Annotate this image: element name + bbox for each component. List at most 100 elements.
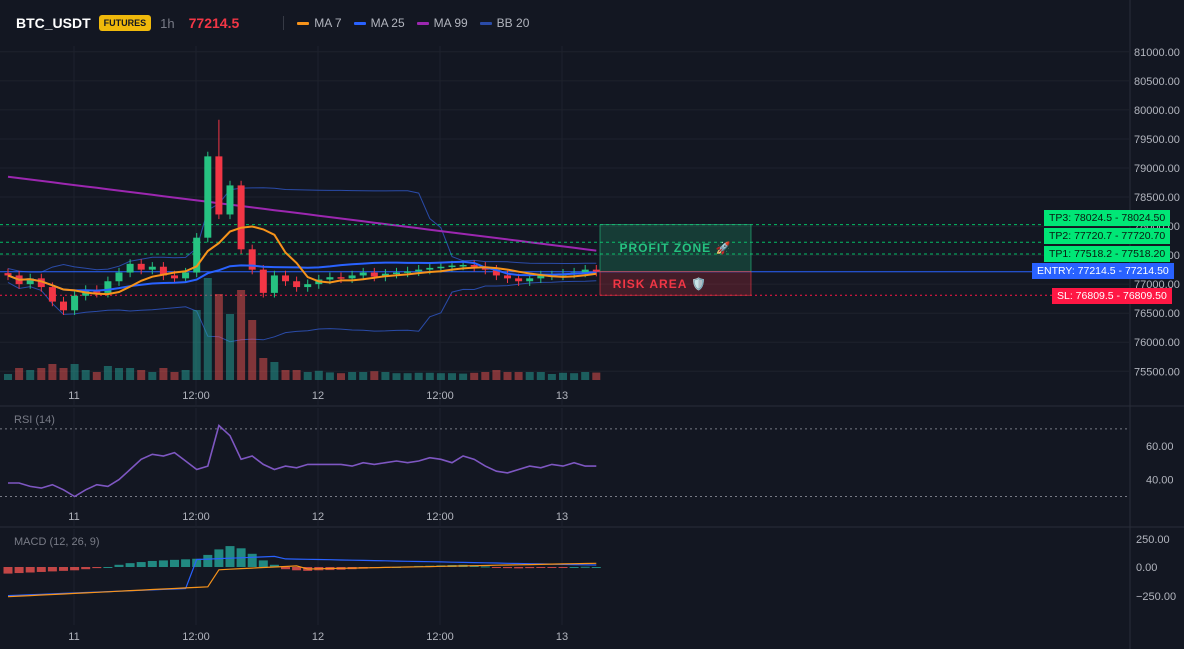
volume-bar	[414, 372, 423, 380]
macd-histogram-bar	[580, 566, 590, 568]
volume-bar	[203, 278, 212, 380]
volume-bar	[181, 370, 190, 380]
macd-histogram-bar	[59, 567, 68, 571]
volume-bar	[592, 372, 601, 380]
volume-bar	[436, 373, 445, 380]
volume-bar	[525, 372, 534, 380]
legend-bb20[interactable]: BB 20	[479, 16, 529, 30]
candle-body	[581, 269, 589, 273]
time-axis-macd-label: 12:00	[182, 631, 210, 643]
candle-body	[126, 263, 134, 273]
time-axis-main-label: 11	[68, 390, 79, 402]
price-axis-label: 80000.00	[1134, 105, 1180, 117]
volume-bar	[115, 368, 123, 380]
price-axis-label: 78500.00	[1134, 192, 1180, 204]
volume-bar	[81, 370, 90, 380]
candle-body	[182, 272, 190, 279]
legend-ma7-label: MA 7	[314, 16, 342, 30]
volume-bar	[226, 314, 234, 380]
volume-bar	[103, 366, 112, 380]
time-axis-main-label: 13	[556, 390, 568, 402]
last-price: 77214.5	[188, 15, 240, 31]
volume-bar	[425, 372, 434, 380]
macd-histogram-bar	[269, 564, 279, 567]
price-axis-label: 76000.00	[1134, 337, 1180, 349]
macd-histogram-bar	[536, 567, 546, 568]
candle-body	[304, 284, 312, 288]
macd-histogram-bar	[525, 567, 535, 569]
candle-body	[492, 269, 500, 276]
candle-body	[104, 281, 112, 293]
sl-tag[interactable]: SL: 76809.5 - 76809.50	[1052, 288, 1172, 304]
ma99-line	[7, 175, 597, 252]
legend-ma7[interactable]: MA 7	[297, 16, 342, 30]
volume-bar	[270, 362, 279, 380]
volume-bar	[547, 374, 556, 380]
macd-axis-label: −250.00	[1136, 591, 1176, 603]
macd-histogram-bar	[3, 567, 13, 574]
risk-zone	[599, 271, 752, 296]
macd-line	[7, 555, 597, 597]
tp1-tag[interactable]: TP1: 77518.2 - 77518.20	[1044, 246, 1171, 262]
macd-histogram-bar	[480, 566, 490, 568]
time-axis-macd-label: 12	[312, 631, 324, 643]
volume-bar	[337, 373, 345, 380]
macd-histogram-bar	[81, 567, 91, 570]
chart-header: BTC_USDT FUTURES 1h 77214.5 MA 7 MA 25 M…	[0, 0, 1130, 46]
entry-tag[interactable]: ENTRY: 77214.5 - 77214.50	[1032, 263, 1174, 279]
candle-body	[348, 275, 356, 279]
candle-body	[470, 264, 478, 267]
candle-body	[4, 273, 12, 276]
candle-body	[270, 275, 278, 293]
volume-bar	[148, 372, 157, 380]
legend-ma99[interactable]: MA 99	[416, 16, 468, 30]
volume-bar	[15, 368, 24, 380]
profit-zone-label: PROFIT ZONE 🚀	[619, 241, 732, 255]
candle-body	[259, 269, 267, 293]
ma25-swatch	[353, 21, 366, 25]
candle-body	[393, 272, 400, 275]
profit-zone	[599, 224, 752, 272]
price-axis-label: 81000.00	[1134, 47, 1180, 59]
candle-body	[459, 264, 467, 267]
candle-body	[537, 275, 545, 279]
candle-body	[159, 266, 167, 276]
volume-bar	[237, 290, 246, 380]
rsi-line	[8, 424, 597, 498]
legend-ma25[interactable]: MA 25	[353, 16, 405, 30]
macd-histogram-bar	[591, 567, 601, 568]
candle-body	[137, 263, 145, 270]
volume-bar	[4, 374, 12, 380]
ma25-line	[7, 260, 597, 292]
volume-bar	[581, 372, 590, 380]
volume-bar	[392, 373, 401, 380]
candle-body	[293, 281, 301, 288]
price-axis-bg	[1130, 0, 1184, 649]
tp2-tag[interactable]: TP2: 77720.7 - 77720.70	[1044, 228, 1171, 244]
timeframe-label[interactable]: 1h	[160, 15, 175, 31]
macd-axis-label: 250.00	[1136, 534, 1170, 546]
candle-body	[415, 269, 423, 272]
time-axis-rsi-label: 12:00	[182, 511, 210, 523]
macd-histogram-bar	[114, 564, 124, 567]
macd-histogram-bar	[558, 567, 568, 568]
candle-body	[426, 267, 434, 270]
macd-histogram-bar	[25, 567, 35, 573]
candle-body	[504, 275, 511, 279]
sl-tag-axis: 76809.50	[1122, 290, 1167, 302]
macd-histogram-bar	[92, 567, 102, 569]
tp3-tag[interactable]: TP3: 78024.5 - 78024.50	[1044, 210, 1171, 226]
macd-histogram-bar	[203, 554, 213, 567]
candle-body	[37, 278, 45, 288]
volume-bar	[48, 364, 57, 380]
volume-bar	[214, 294, 223, 380]
macd-histogram-bar	[514, 567, 524, 569]
tp2-tag-label: TP2: 77720.7	[1049, 230, 1113, 242]
volume-bar	[514, 372, 523, 380]
symbol-label[interactable]: BTC_USDT	[16, 15, 91, 31]
candle-body	[370, 272, 378, 277]
macd-signal-line	[7, 562, 597, 598]
candle-body	[237, 185, 245, 250]
macd-label: MACD (12, 26, 9)	[14, 536, 100, 548]
